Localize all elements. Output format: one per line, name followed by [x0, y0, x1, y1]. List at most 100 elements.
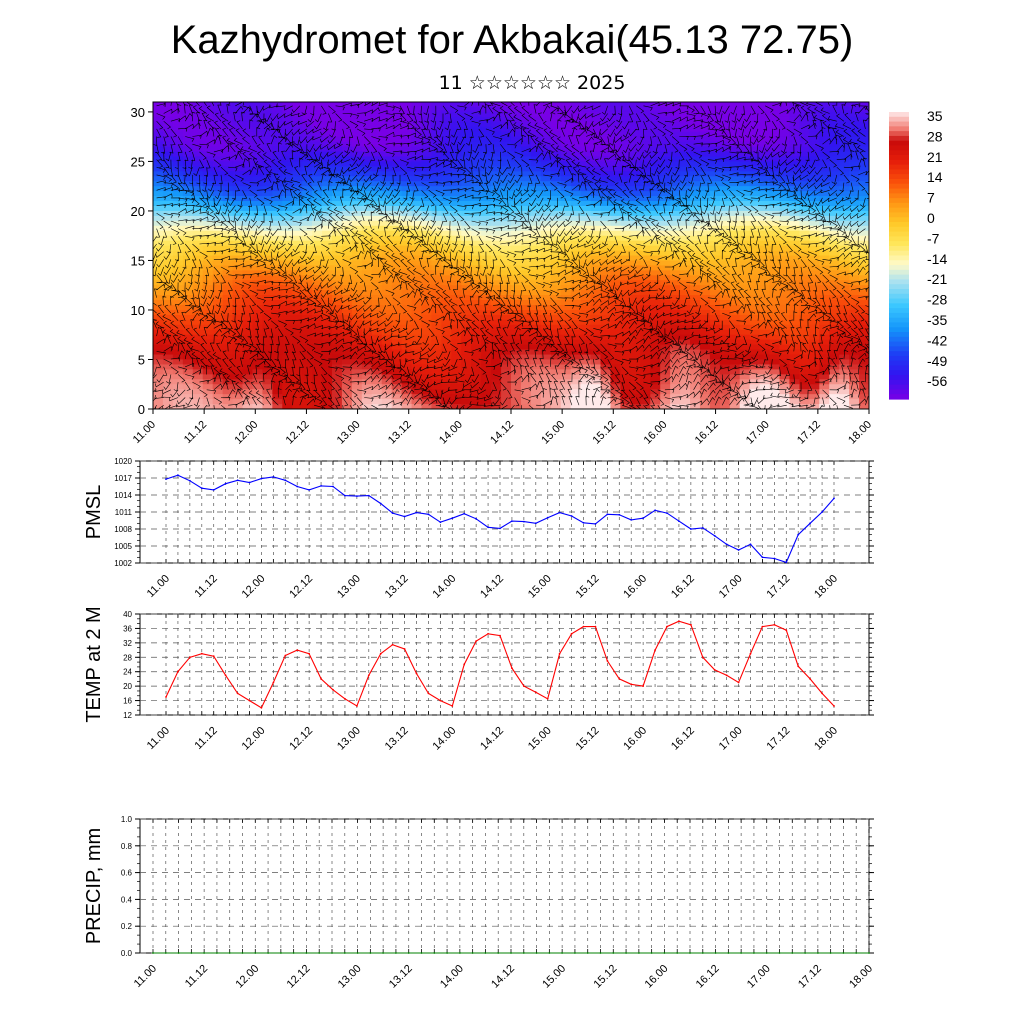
data-point: [701, 527, 704, 529]
data-point: [522, 952, 525, 954]
y-tick-label: 20: [131, 204, 145, 219]
data-point: [797, 665, 800, 668]
data-point: [254, 952, 257, 954]
data-point: [765, 952, 768, 954]
colorbar-swatch: [889, 274, 909, 281]
y-tick-label: 1005: [114, 542, 132, 551]
data-point: [427, 692, 430, 695]
y-tick-label: 0.4: [121, 895, 133, 904]
data-point: [248, 699, 251, 702]
y-tick-label: 1.0: [121, 815, 133, 824]
data-point: [165, 696, 167, 698]
colorbar-swatch: [889, 198, 909, 204]
data-point: [439, 521, 442, 524]
x-tick-label: 11.12: [192, 573, 219, 600]
x-tick-label: 16.00: [642, 419, 670, 447]
x-tick-label: 11.00: [145, 725, 172, 752]
data-point: [280, 952, 282, 954]
pmsl-panel: 1002 1005 1008 1011 1014 1017 1020 11.00 11.12 12…: [83, 457, 874, 601]
y-tick-label: 0.0: [121, 949, 133, 958]
data-point: [618, 513, 621, 516]
x-tick-label: 13.00: [336, 963, 364, 991]
colorbar-swatch: [889, 284, 909, 290]
data-point: [842, 952, 845, 954]
colorbar-swatch: [889, 126, 909, 132]
data-point: [459, 952, 461, 954]
data-point: [676, 952, 679, 954]
colorbar-label: -21: [927, 271, 947, 287]
data-point: [510, 952, 512, 954]
data-point: [331, 952, 333, 954]
data-point: [574, 952, 576, 954]
x-tick-label: 14.00: [437, 419, 465, 447]
colorbar-swatch: [889, 379, 909, 386]
colorbar-swatch: [889, 332, 909, 338]
data-point: [284, 654, 287, 657]
x-tick-label: 12.12: [285, 963, 313, 991]
data-point: [224, 482, 227, 485]
colorbar-swatch: [889, 150, 909, 156]
data-point: [152, 952, 154, 954]
data-point: [606, 660, 609, 662]
colorbar-swatch: [889, 112, 909, 118]
x-tick-label: 12.00: [233, 963, 261, 991]
data-point: [773, 557, 776, 560]
data-point: [534, 691, 537, 694]
data-point: [523, 520, 525, 523]
data-point: [451, 517, 454, 520]
data-point: [177, 952, 180, 954]
data-point: [582, 625, 585, 628]
colorbar-swatch: [889, 140, 909, 147]
data-point: [356, 705, 358, 707]
data-point: [714, 952, 717, 954]
x-tick-label: 14.00: [430, 573, 458, 601]
data-point: [594, 523, 597, 525]
data-point: [272, 476, 275, 478]
data-point: [561, 952, 563, 954]
colorbar-swatch: [889, 351, 909, 357]
x-tick-label: 14.12: [488, 419, 516, 447]
colorbar: 35 28 21 14 7 0 -7 -14 -21 -28 -35 -42 -49 -56: [889, 108, 947, 400]
x-tick-label: 18.00: [846, 419, 874, 447]
data-point: [415, 511, 418, 514]
x-tick-label: 15.00: [540, 963, 568, 991]
data-point: [471, 952, 474, 954]
data-point: [546, 697, 549, 700]
data-point: [267, 952, 269, 954]
colorbar-swatch: [889, 288, 909, 295]
x-tick-label: 18.00: [847, 963, 875, 991]
y-tick-label: 5: [138, 352, 145, 367]
data-point: [737, 681, 740, 684]
y-tick-label: 28: [123, 653, 132, 662]
data-point: [344, 697, 346, 700]
data-point: [630, 519, 633, 521]
colorbar-label: 21: [927, 149, 943, 165]
data-point: [308, 652, 310, 655]
x-tick-label: 11.00: [132, 963, 159, 990]
data-point: [690, 623, 692, 626]
x-tick-label: 15.12: [574, 725, 602, 753]
data-point: [749, 543, 752, 546]
data-point: [177, 670, 179, 673]
data-point: [558, 652, 561, 655]
colorbar-swatch: [889, 212, 909, 218]
data-point: [484, 952, 487, 954]
colorbar-label: -49: [927, 353, 947, 369]
y-tick-label: 25: [131, 154, 145, 169]
data-point: [332, 688, 334, 691]
y-tick-label: 1002: [114, 559, 132, 568]
colorbar-swatch: [889, 308, 909, 314]
colorbar-swatch: [889, 317, 909, 324]
data-point: [778, 952, 781, 954]
data-point: [236, 692, 239, 695]
data-point: [395, 952, 397, 954]
data-point: [451, 705, 454, 707]
y-tick-label: 20: [123, 682, 132, 691]
colorbar-swatch: [889, 188, 909, 194]
colorbar-swatch: [889, 245, 909, 252]
data-point: [415, 672, 418, 675]
colorbar-label: -42: [927, 332, 947, 348]
colorbar-swatch: [889, 327, 909, 333]
x-tick-label: 14.12: [489, 963, 517, 991]
colorbar-swatch: [889, 384, 909, 391]
